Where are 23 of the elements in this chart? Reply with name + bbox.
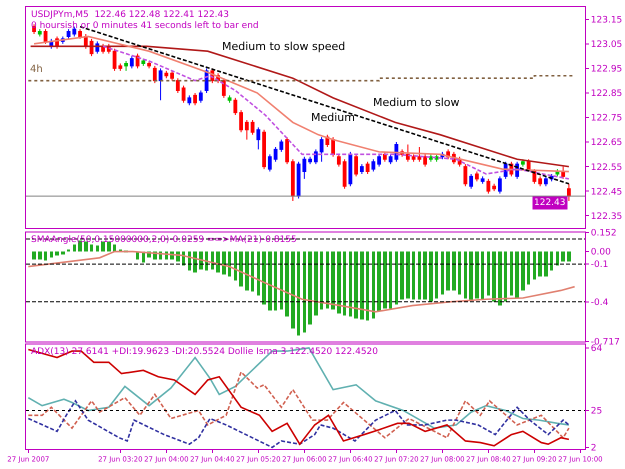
y-tick-label: 122.95 [590,64,622,75]
annotation: Medium [311,111,355,124]
ref-line-label: 122.43 [534,198,566,208]
y-tick-label: 2 [590,444,597,454]
y-tick-label: -0.1 [590,260,608,270]
annotation: Medium to slow [373,96,460,109]
y-tick-label: 122.55 [590,162,622,173]
y-tick-label: 25 [590,406,602,417]
y-tick-label: 123.15 [590,15,622,26]
y-tick-label: 122.65 [590,138,622,148]
y-tick-label: 123.05 [590,40,622,50]
y-tick-label: -0.4 [590,298,609,308]
chart-title: USDJPYm,M5 122.46 122.48 122.41 122.43 [31,10,229,20]
series-label: 4h [30,64,43,75]
y-tick-label: 122.35 [590,212,622,222]
y-tick-label: 0.00 [590,248,612,258]
y-tick-label: 122.45 [590,187,622,198]
y-tick-label: 64 [590,344,603,354]
text: 0 hoursish or 0 minutes 41 seconds left to bar end [31,21,259,31]
y-tick-label: 122.75 [590,114,622,124]
annotation: Medium to slow speed [222,40,346,53]
y-tick-label: 122.85 [590,89,622,100]
y-tick-label: 0.152 [590,228,617,239]
